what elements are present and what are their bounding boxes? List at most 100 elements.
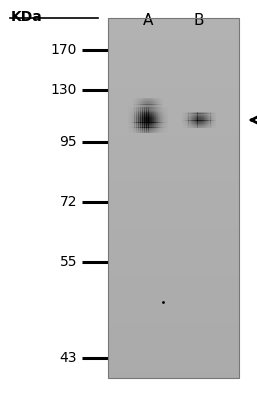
Bar <box>155 108 156 109</box>
Bar <box>162 107 163 108</box>
Bar <box>185 115 186 116</box>
Bar <box>202 122 203 123</box>
Bar <box>156 115 157 116</box>
Bar <box>153 110 154 111</box>
Bar <box>135 122 136 123</box>
Bar <box>144 115 145 116</box>
Bar <box>155 132 156 133</box>
Bar <box>164 127 165 128</box>
Bar <box>141 108 142 109</box>
Bar <box>202 116 203 117</box>
Bar <box>146 120 147 121</box>
Bar <box>214 126 215 127</box>
Bar <box>212 125 213 126</box>
Bar <box>131 112 132 113</box>
Bar <box>139 123 140 124</box>
Bar <box>136 107 137 108</box>
Bar <box>209 125 210 126</box>
Bar <box>214 119 215 120</box>
Bar <box>132 131 133 132</box>
Bar <box>196 119 197 120</box>
Bar <box>142 132 143 133</box>
Bar <box>160 118 161 119</box>
Bar <box>129 130 130 131</box>
Bar <box>137 125 138 126</box>
Bar <box>135 112 136 113</box>
Bar <box>144 111 145 112</box>
Bar <box>201 114 202 115</box>
Bar <box>140 131 141 132</box>
Bar <box>145 116 146 118</box>
Bar <box>150 112 151 113</box>
Bar <box>166 119 167 120</box>
Bar <box>163 113 164 114</box>
Bar <box>191 121 192 122</box>
Bar <box>133 121 134 122</box>
Bar <box>195 118 196 119</box>
Bar <box>133 116 134 117</box>
Bar <box>147 116 148 118</box>
Bar <box>146 109 147 110</box>
Bar <box>142 119 143 120</box>
Bar <box>165 117 166 118</box>
Bar <box>129 112 130 113</box>
Bar <box>194 126 195 127</box>
Bar <box>145 125 146 126</box>
Bar <box>202 113 203 114</box>
Bar <box>164 128 165 129</box>
Bar <box>203 118 204 119</box>
Bar <box>150 129 151 130</box>
Bar <box>133 129 134 130</box>
Bar <box>214 115 215 116</box>
Bar <box>141 125 142 126</box>
Bar <box>151 123 152 124</box>
Bar <box>154 110 155 111</box>
Bar <box>148 113 149 114</box>
Bar <box>150 132 151 133</box>
Bar <box>187 123 188 124</box>
Bar <box>203 126 204 127</box>
Bar <box>183 112 184 113</box>
Bar <box>167 127 168 128</box>
Bar <box>157 117 158 118</box>
Bar <box>133 111 134 112</box>
Bar <box>201 120 202 121</box>
Bar <box>156 113 157 114</box>
Bar <box>153 121 154 122</box>
Bar <box>213 119 214 120</box>
Bar <box>159 110 160 111</box>
Bar <box>192 122 193 123</box>
Bar <box>150 108 151 109</box>
Bar <box>182 127 183 128</box>
Bar <box>151 130 152 131</box>
Bar <box>132 125 133 126</box>
Bar <box>164 126 165 127</box>
Bar <box>148 112 149 113</box>
Bar <box>204 120 205 121</box>
Bar <box>195 119 196 120</box>
Bar <box>155 117 156 118</box>
Bar <box>161 130 162 131</box>
Bar <box>143 132 144 133</box>
Bar <box>157 121 158 122</box>
Bar <box>134 117 135 118</box>
Bar <box>191 113 192 114</box>
Bar <box>167 124 168 125</box>
Bar <box>160 122 161 123</box>
Bar <box>157 125 158 126</box>
Bar <box>129 109 130 110</box>
Bar <box>215 118 216 119</box>
Bar <box>215 113 216 114</box>
Bar <box>167 116 168 117</box>
Bar <box>200 125 201 126</box>
Bar <box>204 123 205 124</box>
Bar <box>161 121 162 122</box>
Bar <box>191 127 192 128</box>
Bar <box>142 107 143 108</box>
Bar <box>139 124 140 125</box>
Bar <box>132 116 133 118</box>
Bar <box>197 122 198 123</box>
Bar <box>191 125 192 126</box>
Bar <box>160 131 161 132</box>
Bar <box>162 123 163 124</box>
